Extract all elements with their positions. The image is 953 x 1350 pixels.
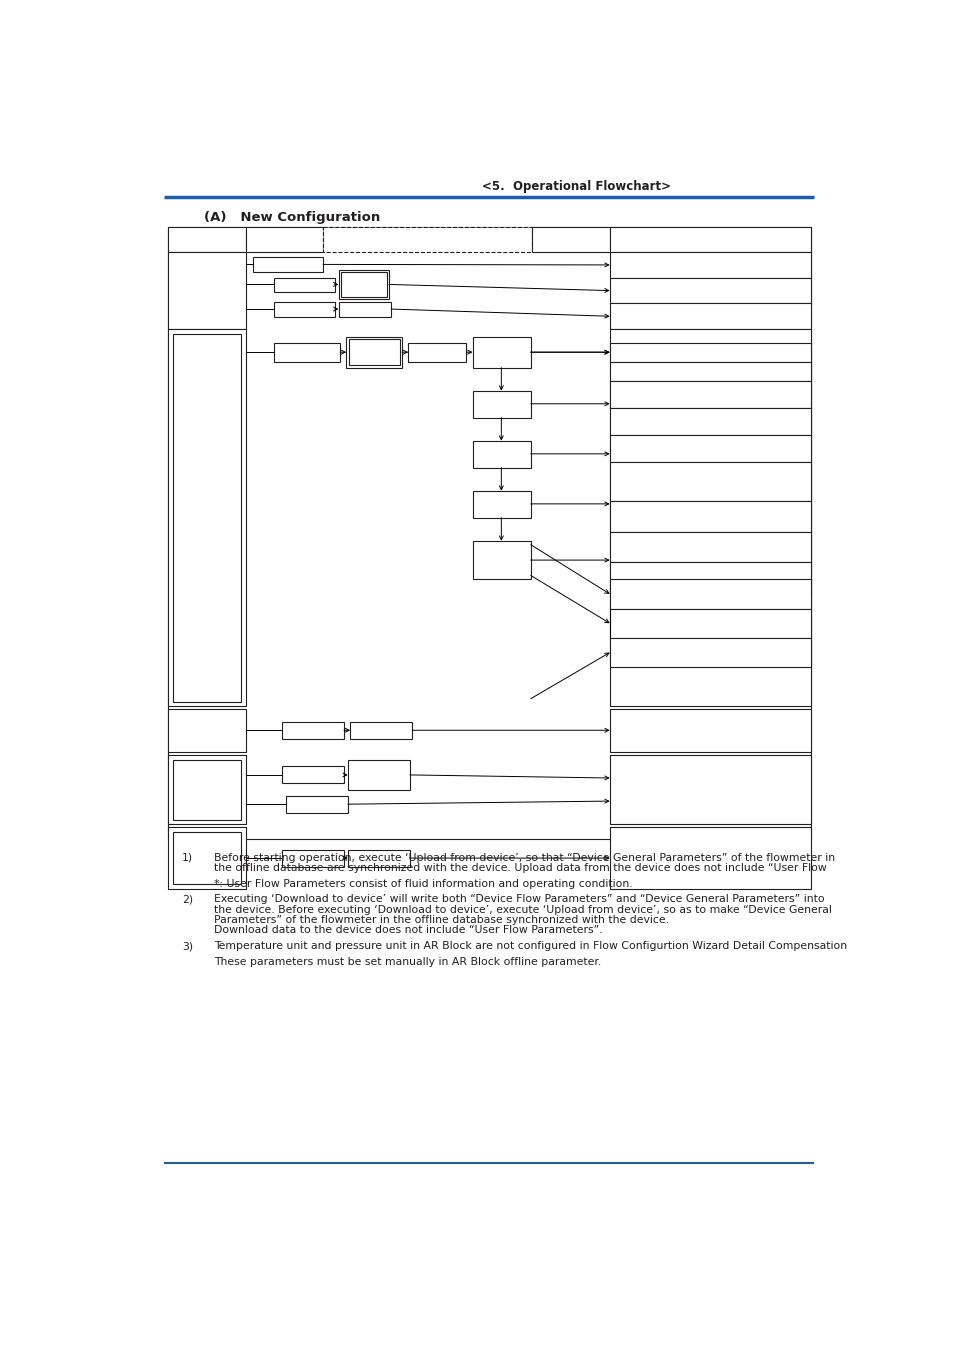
Bar — [338, 270, 389, 300]
Bar — [609, 710, 810, 752]
Bar — [609, 462, 810, 501]
Text: (A)   New Configuration: (A) New Configuration — [204, 211, 380, 224]
Bar — [609, 252, 810, 278]
Bar — [609, 755, 810, 825]
Bar — [348, 849, 410, 867]
Bar — [609, 343, 810, 362]
Bar — [245, 227, 323, 252]
Bar — [609, 382, 810, 409]
Text: *: User Flow Parameters consist of fluid information and operating condition.: *: User Flow Parameters consist of fluid… — [213, 879, 632, 888]
Bar — [609, 304, 810, 329]
Bar — [253, 258, 323, 273]
Bar — [609, 278, 810, 304]
Bar — [472, 491, 530, 518]
Bar — [472, 541, 530, 579]
Bar — [340, 273, 386, 297]
Bar — [609, 435, 810, 462]
Bar — [472, 336, 530, 367]
Bar — [172, 832, 241, 884]
Text: 1): 1) — [182, 853, 193, 863]
Text: 2): 2) — [182, 894, 193, 904]
Bar — [168, 329, 245, 706]
Bar — [286, 795, 348, 813]
Bar — [168, 252, 245, 329]
Text: the offline database are synchronized with the device. Upload data from the devi: the offline database are synchronized wi… — [213, 863, 825, 873]
Bar — [282, 849, 344, 867]
Bar — [408, 343, 466, 362]
Text: Parameters” of the flowmeter in the offline database synchronized with the devic: Parameters” of the flowmeter in the offl… — [213, 915, 668, 925]
Text: 3): 3) — [182, 941, 193, 950]
Bar — [609, 637, 810, 667]
Bar — [609, 532, 810, 563]
Bar — [274, 343, 340, 362]
Bar — [168, 227, 810, 838]
Bar — [348, 760, 410, 790]
Bar — [609, 501, 810, 532]
Bar — [350, 722, 412, 738]
Bar — [274, 278, 335, 292]
Bar — [609, 579, 810, 609]
Bar — [172, 333, 241, 702]
Bar — [472, 390, 530, 417]
Bar — [168, 828, 245, 888]
Text: <5.  Operational Flowchart>: <5. Operational Flowchart> — [481, 180, 670, 193]
Bar — [609, 563, 810, 593]
Bar — [338, 302, 391, 317]
Text: Temperature unit and pressure unit in AR Block are not configured in Flow Config: Temperature unit and pressure unit in AR… — [213, 941, 846, 950]
Bar — [609, 227, 810, 252]
Text: These parameters must be set manually in AR Block offline parameter.: These parameters must be set manually in… — [213, 957, 600, 967]
Bar — [348, 339, 399, 366]
Text: Download data to the device does not include “User Flow Parameters”.: Download data to the device does not inc… — [213, 926, 601, 936]
Bar — [472, 440, 530, 467]
Bar — [168, 710, 245, 752]
Bar — [282, 767, 344, 783]
Bar — [609, 362, 810, 382]
Text: Executing ‘Download to device’ will write both “Device Flow Parameters” and “Dev: Executing ‘Download to device’ will writ… — [213, 894, 823, 904]
Bar — [282, 722, 344, 738]
Bar — [609, 409, 810, 435]
Bar — [274, 302, 335, 317]
Bar — [323, 227, 532, 252]
Bar — [172, 760, 241, 819]
Bar — [168, 755, 245, 825]
Bar — [532, 227, 609, 252]
Bar — [609, 609, 810, 637]
Bar — [168, 227, 245, 252]
Text: the device. Before executing ‘Download to device’, execute ‘Upload from device’,: the device. Before executing ‘Download t… — [213, 904, 831, 915]
Bar — [346, 336, 402, 367]
Bar — [609, 828, 810, 888]
Text: Before starting operation, execute ‘Upload from device’, so that “Device General: Before starting operation, execute ‘Uplo… — [213, 853, 834, 863]
Bar — [609, 329, 810, 706]
